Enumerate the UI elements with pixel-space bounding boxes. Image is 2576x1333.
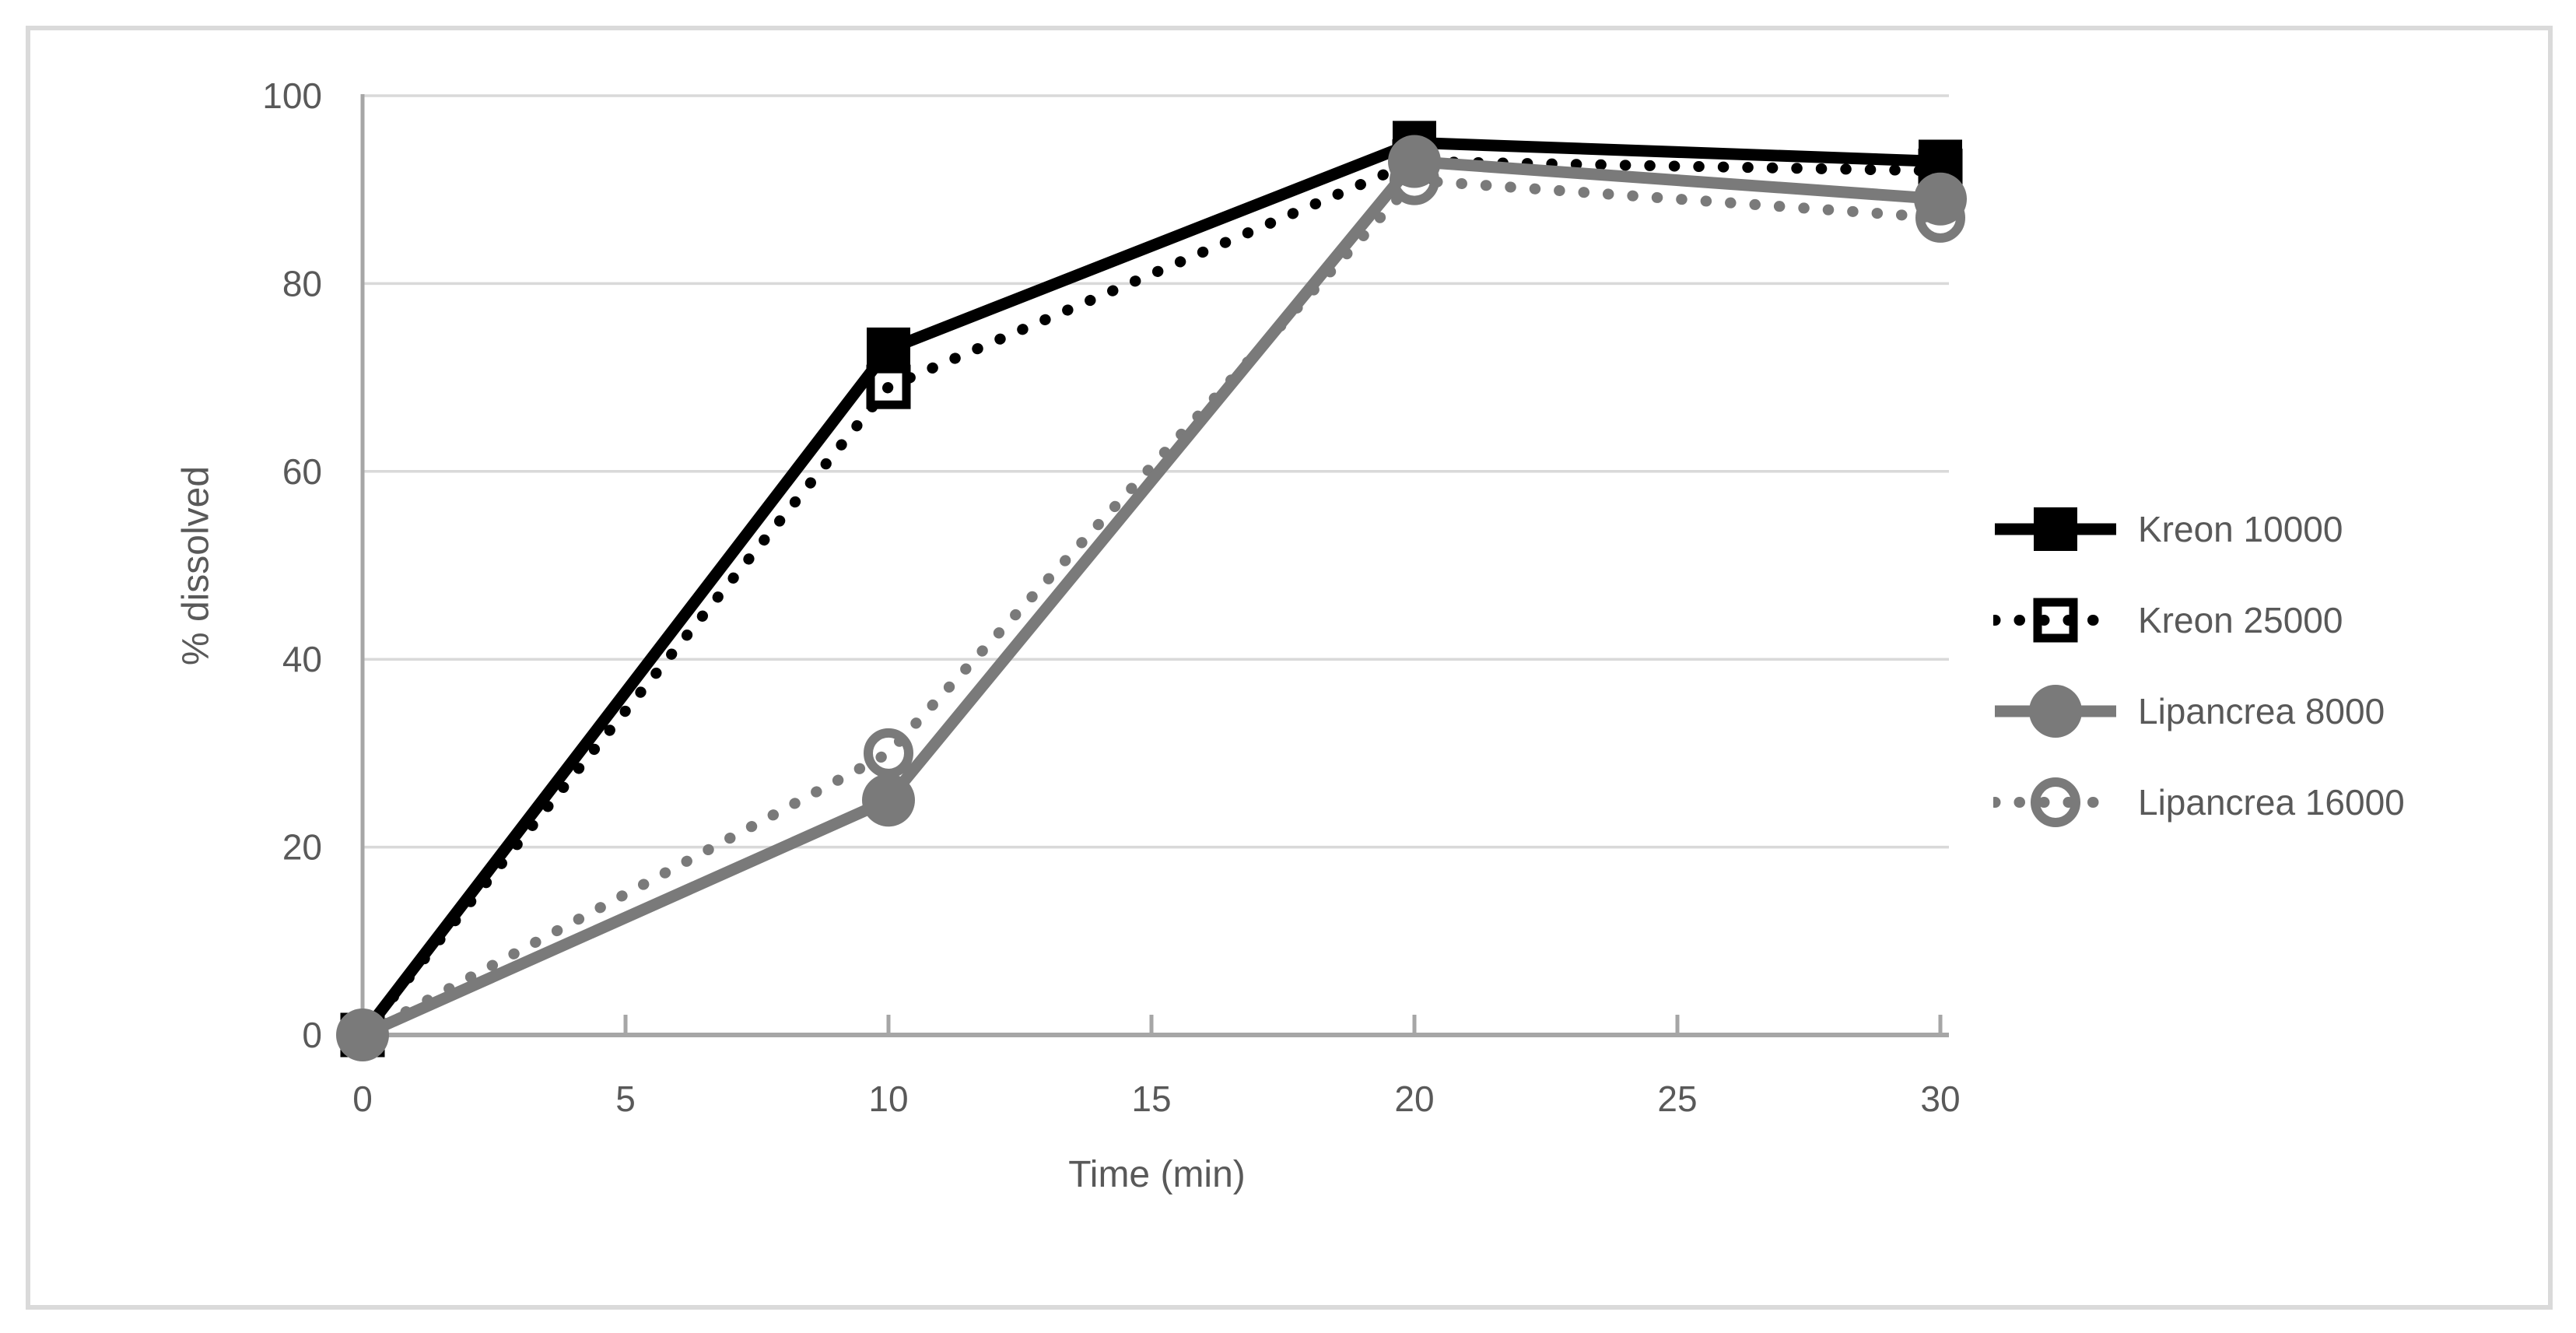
x-tick-label: 10 [868, 1079, 908, 1119]
legend-marker-kreon-25000 [1993, 598, 2118, 643]
data-point-marker [864, 728, 913, 778]
x-tick-label: 20 [1394, 1079, 1434, 1119]
data-point-marker [1914, 172, 1967, 226]
y-tick-label: 20 [282, 827, 322, 868]
legend: Kreon 10000 Kreon 25000 Lipancrea 8000 Lipa… [1993, 501, 2405, 830]
legend-label: Kreon 10000 [2138, 509, 2343, 549]
series-lipancrea-16000 [338, 155, 1965, 1060]
axes [360, 94, 1949, 1038]
data-point-marker [2029, 685, 2082, 738]
data-point-marker [2031, 777, 2080, 827]
data-point-marker [1388, 135, 1441, 188]
series-lipancrea-8000 [336, 135, 1967, 1061]
x-axis-title: Time (min) [1068, 1154, 1246, 1195]
y-tick-label: 80 [282, 263, 322, 303]
series-line [357, 174, 1946, 1040]
legend-marker-kreon-10000 [1995, 507, 2116, 551]
series-line [357, 156, 1946, 1040]
y-axis-title: % dissolved [175, 465, 217, 666]
y-tick-label: 60 [282, 451, 322, 492]
x-tick-label: 5 [615, 1079, 636, 1119]
data-point-marker [2033, 598, 2078, 643]
series-kreon-10000 [341, 121, 1962, 1057]
x-tick-label: 25 [1657, 1079, 1697, 1119]
tick-labels: 0 20 40 60 80 100 0 5 10 15 20 25 30 [262, 75, 1960, 1119]
y-tick-label: 100 [262, 75, 322, 116]
y-tick-label: 0 [302, 1015, 322, 1055]
x-tick-label: 30 [1920, 1079, 1960, 1119]
series-line [359, 155, 1941, 1040]
series-kreon-25000 [340, 139, 1963, 1058]
x-tick-label: 15 [1131, 1079, 1171, 1119]
legend-marker-lipancrea-16000 [1993, 777, 2118, 827]
legend-item-kreon-10000: Kreon 10000 [1993, 501, 2405, 557]
series-line [358, 136, 1941, 1039]
legend-label: Lipancrea 16000 [2138, 782, 2405, 823]
legend-item-kreon-25000: Kreon 25000 [1993, 592, 2405, 648]
data-point-marker [867, 327, 910, 371]
legend-label: Lipancrea 8000 [2138, 691, 2385, 731]
x-tick-label: 0 [352, 1079, 373, 1119]
legend-marker-lipancrea-8000 [1995, 685, 2116, 738]
y-tick-label: 40 [282, 639, 322, 679]
data-point-marker [862, 773, 915, 827]
data-point-marker [336, 1009, 389, 1061]
data-point-marker [2034, 507, 2077, 551]
legend-item-lipancrea-16000: Lipancrea 16000 [1993, 774, 2405, 830]
legend-label: Kreon 25000 [2138, 600, 2343, 640]
legend-item-lipancrea-8000: Lipancrea 8000 [1993, 683, 2405, 739]
